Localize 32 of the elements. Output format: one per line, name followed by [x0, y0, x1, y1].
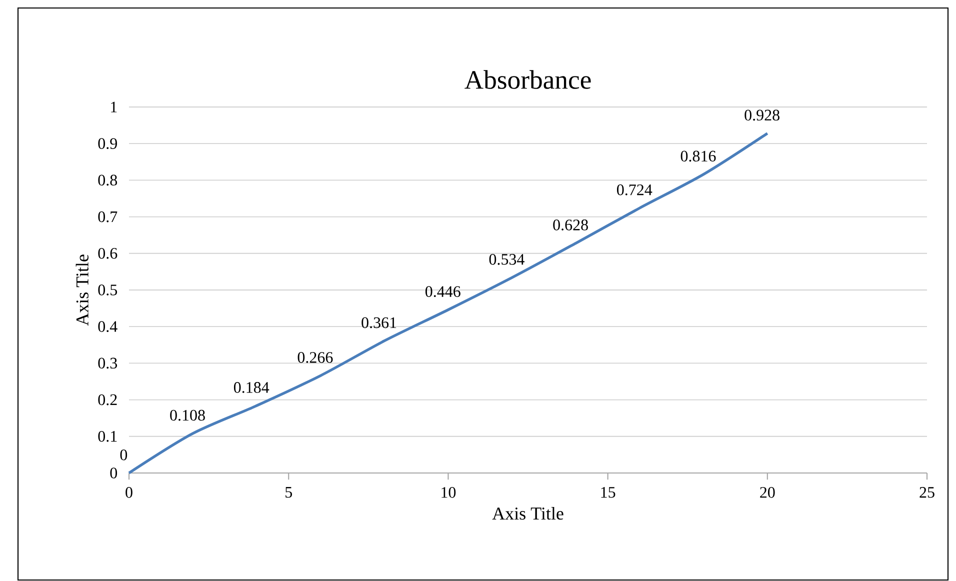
y-tick-label: 0.6 — [98, 248, 118, 259]
y-tick-label: 0.7 — [98, 211, 118, 222]
data-label: 0.361 — [362, 317, 396, 328]
x-tick-label: 20 — [760, 487, 775, 498]
y-tick-label: 0.4 — [98, 321, 118, 332]
data-label: 0.724 — [617, 184, 652, 196]
x-tick-label: 10 — [442, 487, 456, 498]
chart-title: Absorbance — [464, 70, 591, 89]
x-tick-label: 25 — [920, 487, 934, 498]
x-axis-title: Axis Title — [492, 506, 564, 520]
x-tick-label: 5 — [286, 487, 292, 498]
line-series — [128, 132, 769, 474]
data-label: 0.628 — [553, 220, 588, 230]
y-tick-label: 0.9 — [98, 138, 117, 150]
data-label: 0.534 — [489, 254, 524, 265]
x-tick-label: 0 — [126, 487, 132, 498]
data-label: 0.446 — [425, 286, 460, 298]
y-tick-label: 0.1 — [98, 430, 117, 442]
y-axis-title: Axis Title — [76, 254, 88, 326]
data-label: 0.184 — [234, 382, 270, 393]
y-tick-label: 0.8 — [98, 174, 118, 186]
y-tick-label: 0.2 — [98, 394, 117, 406]
y-tick-label: 0 — [110, 468, 118, 478]
x-tick-label: 15 — [601, 487, 616, 498]
data-label: 0.266 — [298, 352, 333, 363]
data-label: 0.928 — [744, 110, 780, 121]
y-tick-label: 0.5 — [98, 284, 118, 296]
y-tick-label: 1 — [111, 102, 117, 112]
y-tick-label: 0.3 — [98, 358, 118, 369]
data-label: 0.816 — [680, 150, 716, 162]
data-label: 0.108 — [170, 410, 205, 421]
data-label: 0 — [120, 449, 128, 460]
